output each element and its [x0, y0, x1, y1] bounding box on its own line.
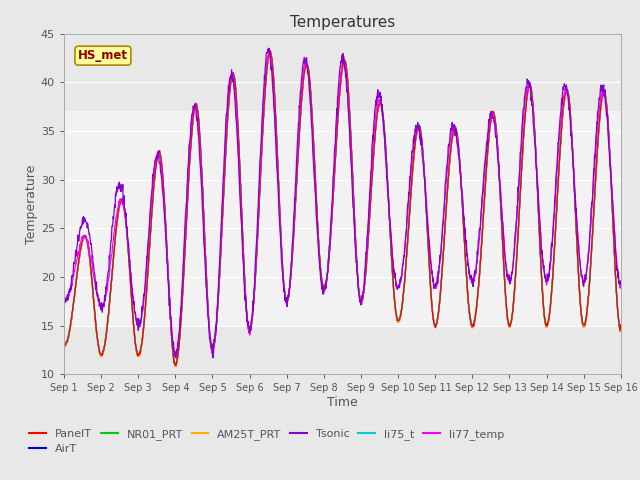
PanelT	[617, 322, 625, 328]
li77_temp	[246, 326, 254, 332]
AM25T_PRT	[172, 363, 179, 369]
Tsonic	[502, 268, 510, 274]
AirT	[170, 360, 178, 366]
AirT	[617, 324, 625, 330]
NR01_PRT	[429, 316, 437, 322]
Tsonic	[60, 298, 68, 304]
PanelT	[266, 48, 274, 54]
AM25T_PRT	[552, 229, 559, 235]
Line: Tsonic: Tsonic	[64, 48, 621, 358]
AM25T_PRT	[502, 304, 510, 310]
NR01_PRT	[172, 361, 180, 367]
li75_t	[502, 302, 510, 308]
PanelT	[502, 301, 510, 307]
AM25T_PRT	[246, 327, 254, 333]
Tsonic	[552, 187, 559, 193]
li77_temp	[429, 282, 437, 288]
NR01_PRT	[502, 301, 510, 307]
NR01_PRT	[617, 322, 625, 328]
AirT	[266, 50, 273, 56]
li77_temp	[502, 264, 510, 270]
li77_temp	[184, 171, 192, 177]
li77_temp	[170, 349, 178, 355]
li75_t	[552, 228, 559, 234]
Legend: PanelT, AirT, NR01_PRT, AM25T_PRT, Tsonic, li75_t, li77_temp: PanelT, AirT, NR01_PRT, AM25T_PRT, Tsoni…	[25, 424, 509, 459]
PanelT	[184, 185, 192, 191]
NR01_PRT	[184, 183, 192, 189]
Y-axis label: Temperature: Temperature	[25, 164, 38, 244]
Bar	[64, 111, 621, 326]
AirT	[502, 303, 510, 309]
Text: HS_met: HS_met	[78, 49, 128, 62]
li75_t	[429, 317, 437, 323]
li75_t	[617, 323, 625, 329]
NR01_PRT	[170, 358, 178, 364]
PanelT	[246, 326, 254, 332]
AirT	[172, 363, 180, 369]
PanelT	[552, 228, 559, 234]
PanelT	[60, 342, 68, 348]
Tsonic	[617, 278, 625, 284]
Line: NR01_PRT: NR01_PRT	[64, 51, 621, 364]
li75_t	[172, 362, 179, 368]
AirT	[552, 231, 559, 237]
li75_t	[60, 341, 68, 347]
PanelT	[172, 362, 179, 368]
Line: AirT: AirT	[64, 53, 621, 366]
li77_temp	[617, 278, 625, 284]
Tsonic	[184, 166, 191, 171]
Tsonic	[170, 348, 178, 353]
PanelT	[429, 317, 437, 323]
AM25T_PRT	[60, 345, 68, 351]
li75_t	[170, 360, 178, 365]
AM25T_PRT	[170, 360, 178, 366]
NR01_PRT	[552, 229, 559, 235]
Line: PanelT: PanelT	[64, 51, 621, 365]
NR01_PRT	[266, 48, 274, 54]
AM25T_PRT	[429, 318, 437, 324]
li75_t	[184, 184, 192, 190]
li77_temp	[60, 296, 68, 301]
X-axis label: Time: Time	[327, 396, 358, 409]
Line: AM25T_PRT: AM25T_PRT	[64, 53, 621, 366]
Line: li75_t: li75_t	[64, 52, 621, 365]
li75_t	[246, 325, 254, 331]
NR01_PRT	[246, 325, 254, 331]
AirT	[60, 343, 68, 348]
Line: li77_temp: li77_temp	[64, 51, 621, 355]
AirT	[429, 318, 437, 324]
Tsonic	[429, 281, 437, 287]
Tsonic	[209, 355, 217, 360]
li77_temp	[265, 48, 273, 54]
Tsonic	[246, 326, 254, 332]
AirT	[246, 327, 254, 333]
NR01_PRT	[60, 343, 68, 348]
li77_temp	[552, 195, 559, 201]
AM25T_PRT	[617, 323, 625, 329]
Tsonic	[265, 45, 273, 51]
Title: Temperatures: Temperatures	[290, 15, 395, 30]
li77_temp	[172, 352, 180, 358]
PanelT	[170, 359, 178, 365]
AM25T_PRT	[266, 50, 274, 56]
AirT	[184, 185, 192, 191]
li75_t	[266, 49, 274, 55]
AM25T_PRT	[184, 185, 192, 191]
